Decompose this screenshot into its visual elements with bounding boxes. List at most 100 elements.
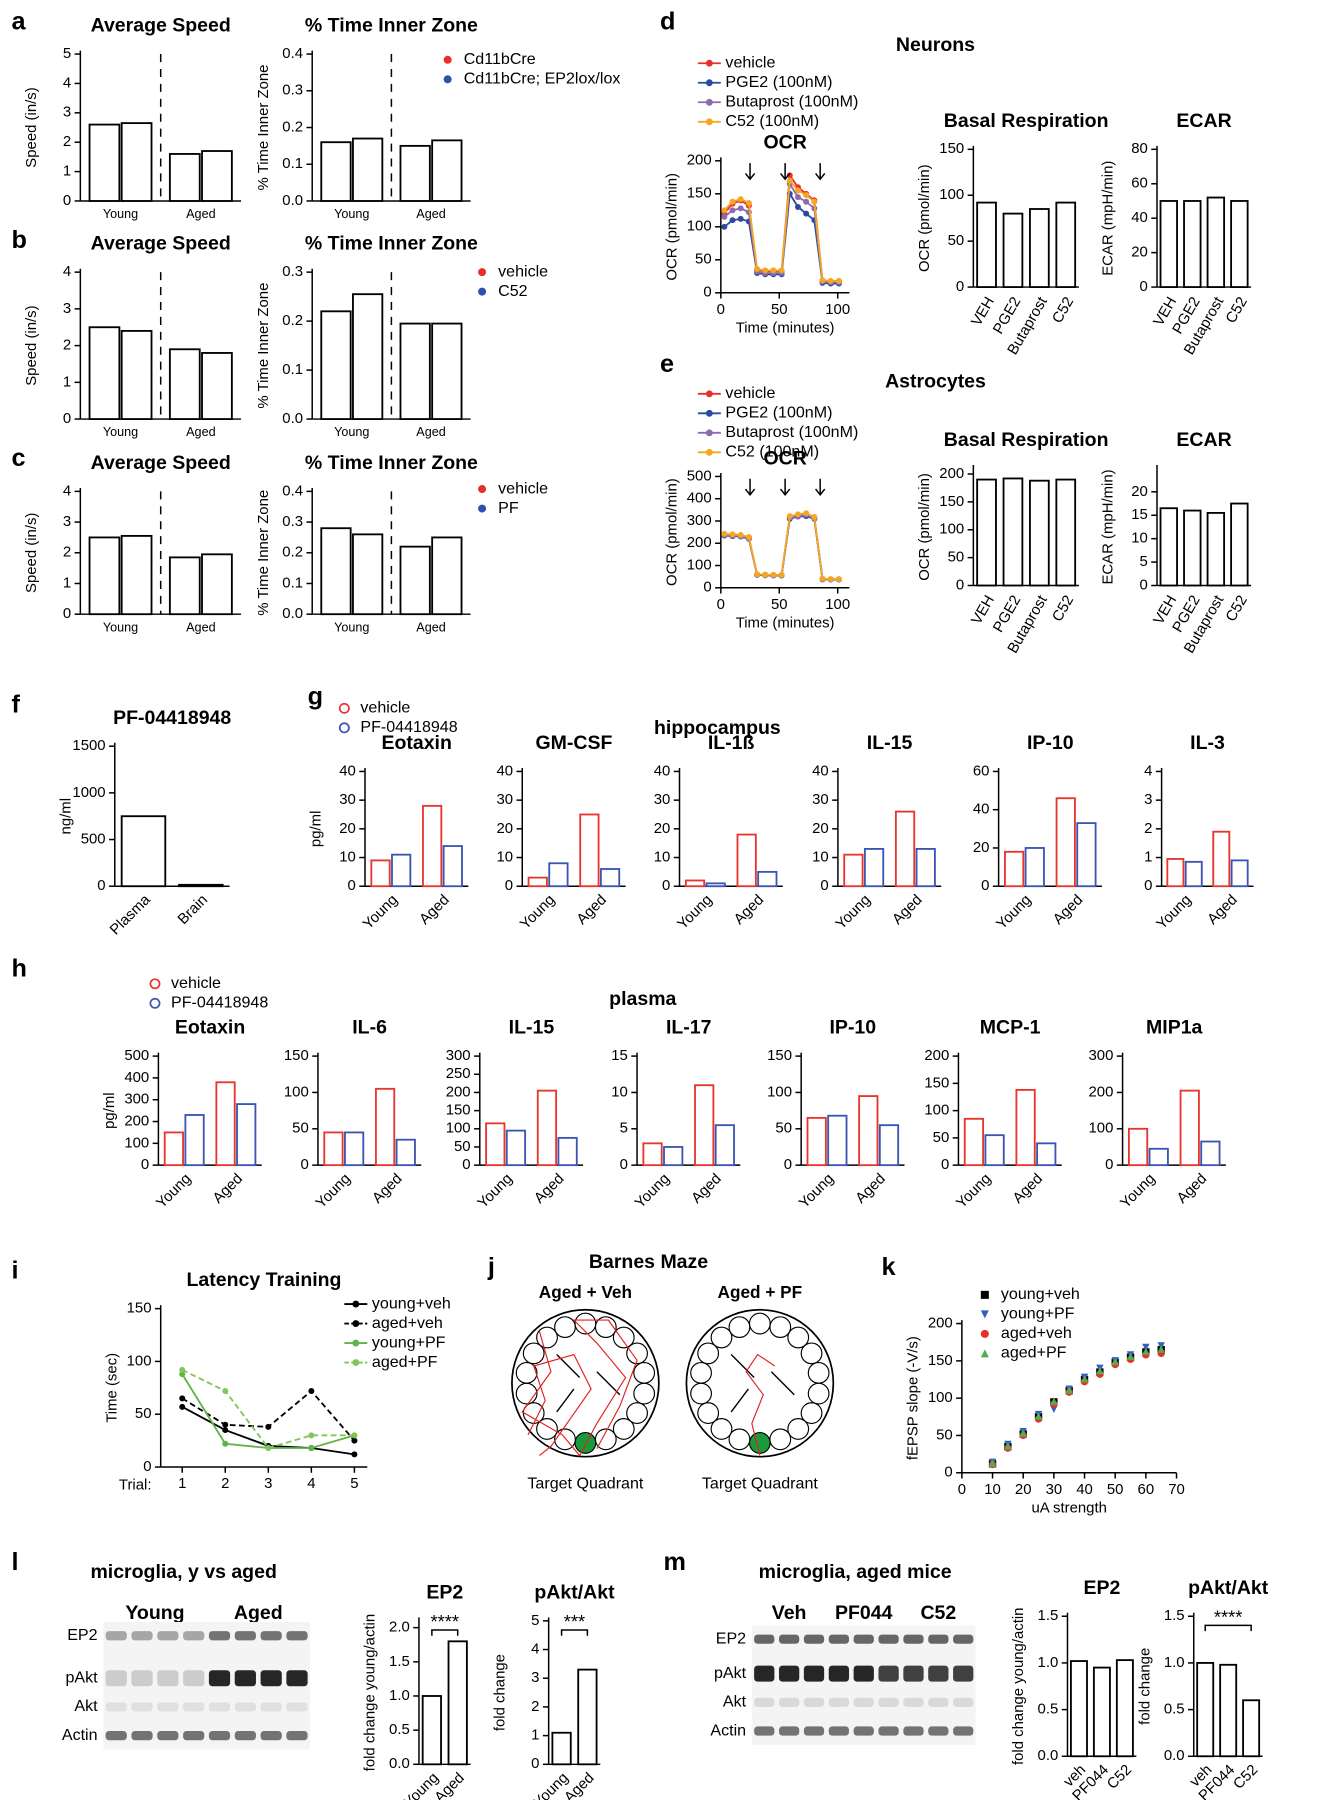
blot-membrane xyxy=(751,1625,976,1745)
y-axis-label: fEPSP slope (-V/s) xyxy=(905,1336,922,1460)
marker xyxy=(222,1440,229,1447)
blot-band xyxy=(953,1634,974,1644)
arrow xyxy=(779,478,791,497)
bar xyxy=(527,876,548,888)
y-tick-label: 0 xyxy=(531,1755,539,1772)
y-tick-label: 0 xyxy=(300,1156,308,1173)
y-tick-label: 0 xyxy=(143,1458,151,1475)
bar xyxy=(1230,200,1249,288)
y-tick-label: 200 xyxy=(924,1047,949,1064)
legend-marker xyxy=(352,1339,360,1347)
y-tick-label: 300 xyxy=(124,1091,149,1108)
series-line xyxy=(723,178,839,282)
chart-title: Latency Training xyxy=(187,1269,342,1291)
blot-group: Veh xyxy=(772,1602,807,1624)
bar xyxy=(1200,1140,1221,1167)
x-tick-label: Aged xyxy=(416,207,445,221)
blot-band xyxy=(286,1702,308,1712)
y-axis-label: Speed (in/s) xyxy=(23,513,40,593)
x-tick-label: 0 xyxy=(717,301,725,318)
blot-band xyxy=(953,1665,974,1682)
y-tick-label: 200 xyxy=(124,1112,149,1129)
y-tick-label: 500 xyxy=(687,467,712,484)
blot-band xyxy=(928,1697,949,1707)
y-tick-label: 4 xyxy=(63,74,71,91)
y-tick-label: 0.0 xyxy=(1038,1747,1059,1764)
legend-marker xyxy=(478,268,487,277)
x-tick-label: Young xyxy=(674,891,716,933)
blot-group: PF044 xyxy=(835,1602,893,1624)
blot-band xyxy=(778,1697,800,1707)
y-tick-label: 0 xyxy=(703,579,711,596)
marker xyxy=(835,576,842,583)
chart-title: Eotaxin xyxy=(381,732,451,754)
panel-label: i xyxy=(11,1257,18,1285)
maze-hole xyxy=(594,1316,617,1339)
y-tick-label: 100 xyxy=(687,218,712,235)
blot-band xyxy=(131,1702,153,1712)
blot-band xyxy=(105,1731,127,1741)
legend-marker xyxy=(980,1329,989,1338)
marker xyxy=(745,200,752,207)
legend-marker xyxy=(149,978,161,990)
bar xyxy=(1242,1699,1261,1758)
bar xyxy=(1230,502,1249,587)
y-tick-label: 20 xyxy=(973,839,990,856)
x-axis-label: uA strength xyxy=(1031,1499,1106,1516)
blot-row-label: EP2 xyxy=(67,1626,97,1644)
maze-hole xyxy=(697,1402,720,1424)
marker xyxy=(721,530,728,537)
marker xyxy=(729,531,736,538)
bar xyxy=(163,1131,184,1167)
x-tick-label: Aged xyxy=(416,620,445,634)
y-tick-label: 5 xyxy=(1140,553,1148,570)
maze-caption: Target Quadrant xyxy=(527,1474,644,1492)
maze-hole xyxy=(522,1342,545,1365)
y-axis-label: Speed (in/s) xyxy=(23,305,40,385)
maze-hole xyxy=(515,1361,538,1384)
chart-title: IP-10 xyxy=(830,1017,877,1039)
x-tick-label: Aged xyxy=(731,891,768,928)
bar xyxy=(88,123,121,202)
chart-title: EP2 xyxy=(1083,1577,1120,1599)
bar xyxy=(1230,859,1249,888)
heading: Astrocytes xyxy=(885,370,986,392)
blot-band xyxy=(260,1670,282,1687)
chart-title: Average Speed xyxy=(91,452,231,474)
y-tick-label: 0 xyxy=(348,877,356,894)
bar xyxy=(1206,196,1226,288)
bar xyxy=(963,1117,985,1167)
chart-title: IL-1ß xyxy=(708,732,755,754)
blot-band xyxy=(828,1697,850,1707)
x-tick-label: 2 xyxy=(221,1475,229,1492)
y-tick-label: 0.1 xyxy=(282,155,303,172)
chart-title: IL-15 xyxy=(509,1017,555,1039)
x-tick-label: Young xyxy=(153,1170,195,1212)
blot-band xyxy=(953,1726,974,1736)
maze-hole xyxy=(807,1361,830,1384)
y-axis-label: % Time Inner Zone xyxy=(255,283,272,409)
x-tick-label: 1 xyxy=(178,1475,186,1492)
marker xyxy=(745,534,752,541)
x-tick-label: 60 xyxy=(1138,1481,1155,1498)
bar xyxy=(894,810,916,888)
marker xyxy=(1126,1352,1135,1361)
blot-band xyxy=(157,1702,179,1712)
bar xyxy=(391,853,412,888)
y-tick-label: 0 xyxy=(63,192,71,209)
legend-label: PGE2 (100nM) xyxy=(725,404,832,422)
blot-band xyxy=(853,1634,874,1644)
blot-band xyxy=(853,1697,874,1707)
marker xyxy=(737,205,744,212)
bar xyxy=(320,310,352,420)
marker xyxy=(988,1459,997,1467)
bar xyxy=(178,883,224,888)
marker xyxy=(1157,1345,1165,1353)
marker xyxy=(827,277,834,284)
bar xyxy=(642,1142,663,1167)
x-tick-label: Aged xyxy=(1204,891,1241,928)
bar xyxy=(374,1087,396,1167)
bar xyxy=(1148,1147,1169,1167)
y-tick-label: 100 xyxy=(687,556,712,573)
